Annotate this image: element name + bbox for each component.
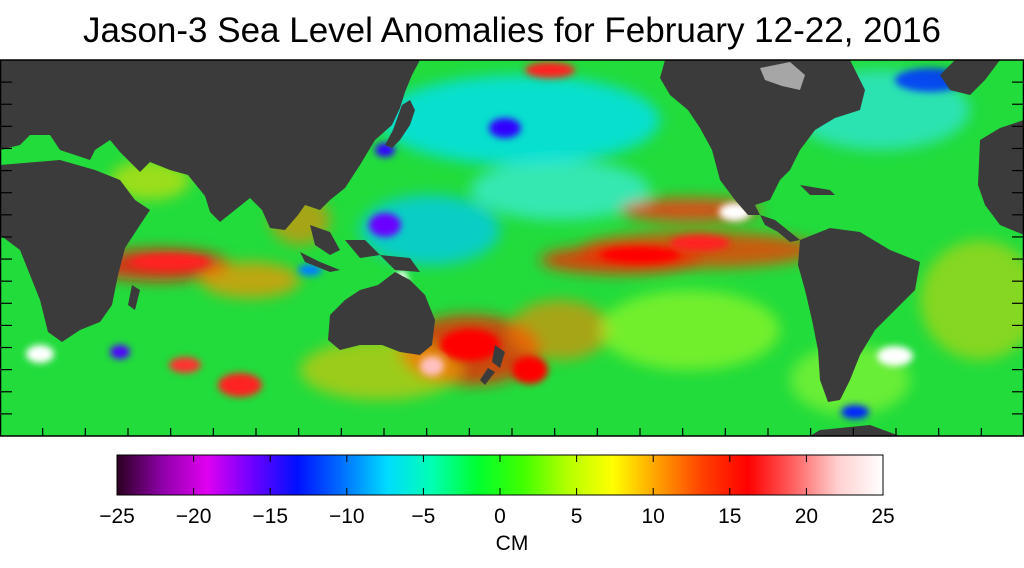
australia-landmass: [328, 272, 435, 355]
antarctic-landmass-edge: [810, 425, 900, 436]
eurasia-landmass: [0, 60, 420, 230]
south-america-landmass: [798, 228, 920, 402]
north-america-landmass: [660, 60, 865, 215]
colorbar-tick-label: 25: [871, 505, 895, 528]
colorbar-tick-label: −10: [328, 505, 365, 528]
map-frame: [0, 59, 1024, 437]
colorbar-tick-label: 10: [641, 505, 665, 528]
colorbar-tick-label: −25: [99, 505, 135, 528]
africa-landmass: [0, 160, 150, 342]
colorbar-unit-label: CM: [495, 532, 529, 555]
colorbar-tick-label: 20: [794, 505, 819, 528]
colorbar-tick-label: 5: [570, 505, 583, 528]
greenland-landmass: [940, 60, 1000, 95]
map-title: Jason-3 Sea Level Anomalies for February…: [82, 11, 941, 50]
sea-ice: [760, 62, 805, 90]
colorbar-tick-label: −5: [411, 505, 436, 528]
colorbar-ticks: [116, 455, 884, 495]
madagascar-landmass: [128, 285, 140, 310]
colorbar-tick-label: 0: [494, 505, 506, 528]
colorbar-tick-label: −15: [252, 505, 288, 528]
ice-patch: [760, 62, 805, 90]
new-zealand-landmass: [480, 345, 505, 385]
colorbar-tick-label: −20: [175, 505, 212, 528]
central-america-landmass: [760, 185, 835, 242]
land-masses: [0, 60, 1024, 436]
colorbar-tick-label: 15: [718, 505, 742, 528]
japan-landmass: [385, 100, 415, 148]
anomaly-field-detail: [26, 62, 965, 419]
maritime-asia-islands: [300, 225, 420, 272]
